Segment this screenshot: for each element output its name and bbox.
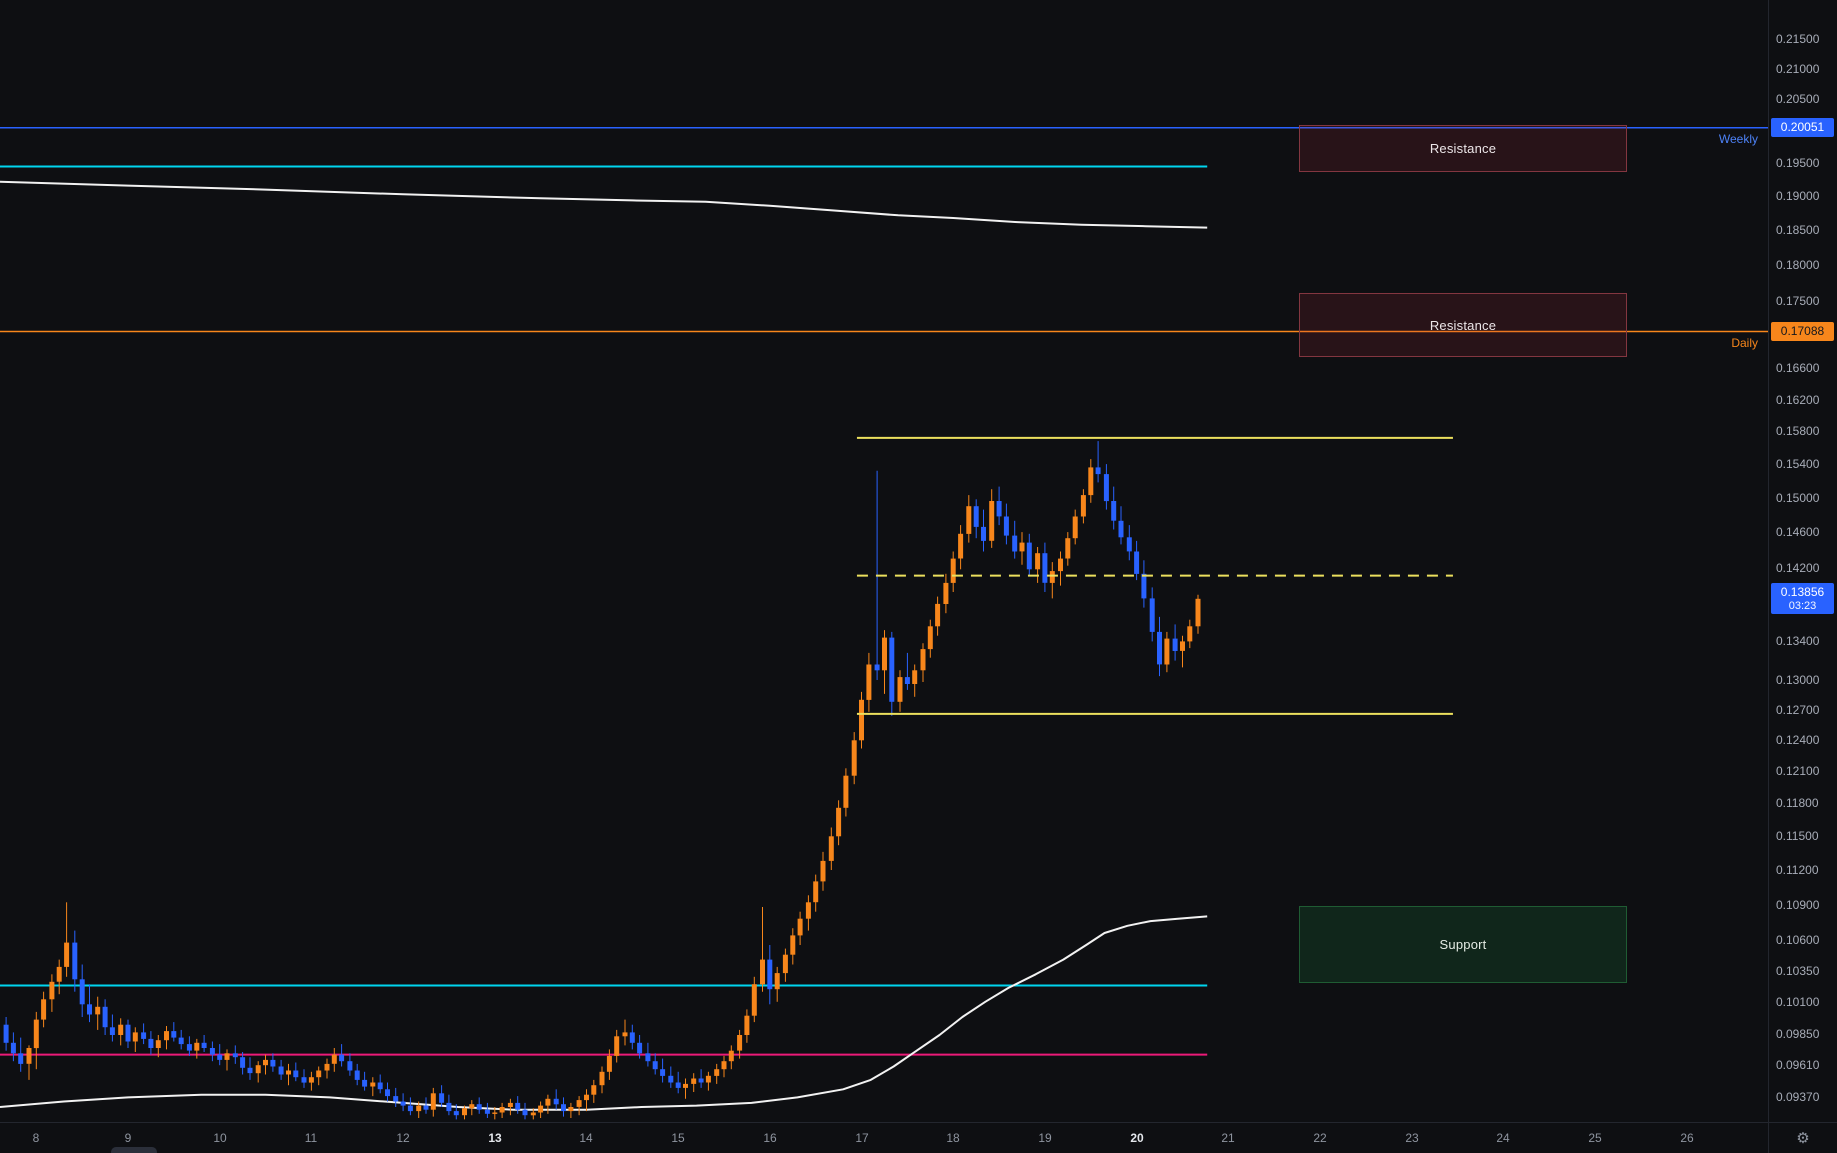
- price-tick: 0.11800: [1776, 796, 1819, 810]
- price-tick: 0.12100: [1776, 764, 1820, 778]
- gear-icon[interactable]: ⚙: [1796, 1130, 1810, 1147]
- price-tick: 0.13400: [1776, 634, 1820, 648]
- price-tick: 0.21500: [1776, 32, 1820, 46]
- time-label: 25: [1588, 1131, 1602, 1145]
- price-tick: 0.16600: [1776, 361, 1820, 375]
- time-label: 19: [1038, 1131, 1052, 1145]
- price-tick: 0.10350: [1776, 964, 1820, 978]
- time-label: 8: [32, 1131, 40, 1145]
- time-label: 20: [1130, 1131, 1144, 1145]
- ma-upper-line[interactable]: [0, 180, 1208, 229]
- time-label: 9: [124, 1131, 132, 1145]
- ma-lower-line[interactable]: [0, 915, 1208, 1111]
- time-label: 11: [304, 1131, 318, 1145]
- support-box-label: Support: [1439, 937, 1487, 952]
- chart-canvas[interactable]: [0, 0, 1768, 1122]
- time-label: 13: [488, 1131, 502, 1145]
- price-tick: 0.14200: [1776, 561, 1820, 575]
- price-tick: 0.18500: [1776, 223, 1820, 237]
- price-tick: 0.11200: [1776, 863, 1819, 877]
- time-label: 26: [1680, 1131, 1694, 1145]
- price-tick: 0.17500: [1776, 294, 1820, 308]
- price-tick: 0.10100: [1776, 995, 1820, 1009]
- price-tick: 0.09850: [1776, 1027, 1820, 1041]
- axis-settings-corner[interactable]: ⚙: [1768, 1122, 1837, 1153]
- price-tick: 0.13000: [1776, 673, 1820, 687]
- weekly-line-label[interactable]: Weekly: [1718, 132, 1758, 146]
- time-label: 24: [1496, 1131, 1510, 1145]
- support-box[interactable]: Support: [1299, 906, 1627, 983]
- price-tick: 0.14600: [1776, 525, 1820, 539]
- time-label: 21: [1221, 1131, 1235, 1145]
- resistance-box-2-label: Resistance: [1429, 317, 1497, 333]
- price-tick: 0.10900: [1776, 898, 1820, 912]
- price-tick: 0.19000: [1776, 189, 1820, 203]
- price-tick: 0.09610: [1776, 1058, 1820, 1072]
- price-tick: 0.16200: [1776, 393, 1820, 407]
- price-tick: 0.15400: [1776, 457, 1820, 471]
- daily-price-label: 0.17088: [1771, 322, 1834, 341]
- time-label: 15: [671, 1131, 685, 1145]
- time-label: 14: [579, 1131, 593, 1145]
- chart-pane[interactable]: Resistance Resistance Support Weekly Dai…: [0, 0, 1768, 1122]
- price-tick: 0.18000: [1776, 258, 1820, 272]
- resistance-box-1-label: Resistance: [1429, 141, 1497, 156]
- price-axis[interactable]: 0.20051 0.17088 0.13856 03:23 0.21500 0.2…: [1768, 0, 1837, 1122]
- resistance-box-1[interactable]: Resistance: [1299, 125, 1627, 172]
- time-label: 22: [1313, 1131, 1327, 1145]
- price-tick: 0.15000: [1776, 491, 1820, 505]
- weekly-price-label: 0.20051: [1771, 118, 1834, 137]
- price-tick: 0.21000: [1776, 62, 1820, 76]
- time-axis[interactable]: 8 9 10 11 12 13 14 15 16 17 18 19 20 21 22 23 24 25 26: [0, 1122, 1768, 1153]
- price-tick: 0.19500: [1776, 156, 1820, 170]
- time-label: 12: [396, 1131, 410, 1145]
- bottom-left-handle[interactable]: [111, 1147, 157, 1153]
- daily-price-value: 0.17088: [1780, 324, 1825, 338]
- price-tick: 0.10600: [1776, 933, 1820, 947]
- weekly-price-value: 0.20051: [1780, 120, 1825, 134]
- price-tick: 0.12400: [1776, 733, 1820, 747]
- price-tick: 0.20500: [1776, 92, 1820, 106]
- price-tick: 0.15800: [1776, 424, 1820, 438]
- price-tick: 0.12700: [1776, 703, 1820, 717]
- time-label: 10: [213, 1131, 227, 1145]
- resistance-box-2[interactable]: Resistance: [1299, 293, 1627, 357]
- price-tick: 0.11500: [1776, 829, 1819, 843]
- time-label: 16: [763, 1131, 777, 1145]
- time-label: 18: [946, 1131, 960, 1145]
- time-label: 23: [1405, 1131, 1419, 1145]
- candle-countdown: 03:23: [1788, 599, 1817, 612]
- last-price-value: 0.13856: [1780, 584, 1825, 599]
- candlestick-series: [3, 441, 1201, 1120]
- last-price-label: 0.13856 03:23: [1771, 583, 1834, 614]
- price-tick: 0.09370: [1776, 1090, 1820, 1104]
- time-label: 17: [855, 1131, 869, 1145]
- daily-line-label[interactable]: Daily: [1731, 336, 1758, 350]
